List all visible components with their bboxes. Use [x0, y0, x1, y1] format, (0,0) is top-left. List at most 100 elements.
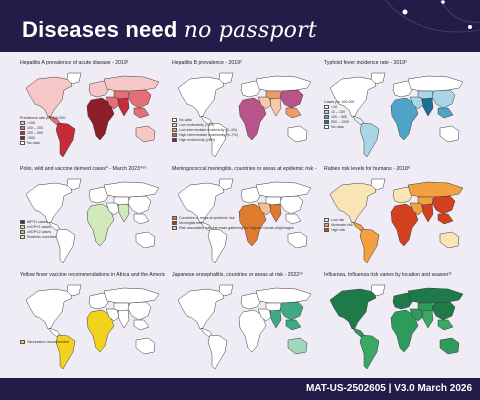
legend-label: <100	[27, 121, 36, 125]
legend-swatch	[324, 115, 329, 119]
map-region-gl	[66, 284, 82, 297]
map-region-au	[135, 231, 156, 249]
map-region-sea	[437, 107, 454, 119]
map-region-sas	[269, 309, 282, 329]
legend-item: 100 – 500	[324, 115, 354, 120]
map-region-ea	[127, 89, 152, 109]
map-legend: Vaccination recommended	[20, 340, 69, 345]
legend-label: 10 – 100	[331, 110, 345, 114]
legend-label: Endemic countries	[27, 235, 57, 239]
map-region-sas	[421, 97, 434, 117]
legend-swatch	[20, 131, 25, 135]
legend-swatch	[20, 235, 25, 239]
map-region-sa	[359, 334, 380, 370]
legend-swatch	[172, 123, 177, 127]
legend-label: 200 – 500	[27, 131, 43, 135]
document-code: MAT-US-2502605 | V3.0 March 2026	[305, 383, 472, 394]
legend-item: cVDPV2 cases	[20, 230, 57, 235]
legend-swatch	[324, 228, 329, 232]
legend-swatch	[172, 128, 177, 132]
map-region-au	[439, 231, 460, 249]
world-map	[25, 284, 160, 370]
map-panel-polio: Polio, wild and vaccine derived cases* -…	[18, 166, 165, 271]
legend-swatch	[324, 105, 329, 109]
legend-item: <10	[324, 105, 354, 110]
map-legend: Low risk Moderate risk High risk	[324, 218, 353, 233]
legend-item: High intermediate endemicity (5–7%)	[172, 133, 238, 138]
legend-swatch	[20, 230, 25, 234]
map-region-ru	[407, 181, 464, 198]
map-region-sa	[55, 228, 76, 264]
legend-item: 200 – 500	[20, 131, 65, 136]
legend-item: <100	[20, 121, 65, 126]
map-region-sas	[269, 203, 282, 223]
map-region-au	[287, 231, 308, 249]
legend-item: Low intermediate endemicity (2–4%)	[172, 128, 238, 133]
map-region-ru	[103, 287, 160, 304]
map-region-au	[439, 337, 460, 355]
legend-item: Low risk	[324, 218, 353, 223]
map-region-na	[177, 288, 225, 330]
map-region-au	[135, 337, 156, 355]
world-map	[329, 284, 464, 370]
legend-label: <10	[331, 105, 338, 109]
legend-label: Vaccination recommended	[27, 340, 70, 344]
legend-label: No data	[27, 141, 40, 145]
map-legend: WPV1 cases cVDPV1 cases cVDPV2 cases Endemi…	[20, 220, 57, 240]
map-panel-hepatitis-b: Hepatitis B prevalence - 2019² No data Low…	[170, 60, 317, 165]
map-region-na	[177, 76, 225, 118]
map-region-gl	[218, 284, 234, 297]
legend-label: High risk	[331, 228, 345, 232]
map-region-na	[329, 288, 377, 330]
map-region-gl	[66, 72, 82, 85]
legend-item: Vaccination recommended	[20, 340, 69, 345]
world-map	[25, 72, 160, 158]
map-title: Influenza, Influenza risk varies by loca…	[324, 272, 452, 278]
legend-item: Endemic countries	[20, 235, 57, 240]
map-panel-typhoid: Typhoid fever incidence rate - 2019³ Case…	[322, 60, 469, 165]
map-region-gl	[370, 284, 386, 297]
map-region-sa	[207, 228, 228, 264]
legend-label: Risk associated with the mass gathering …	[179, 226, 294, 230]
legend-item: No data	[20, 141, 65, 146]
legend-label: No data	[179, 118, 192, 122]
map-title: Rabies risk levels for humans - 2018⁸	[324, 166, 411, 172]
map-region-ea	[431, 195, 456, 215]
legend-swatch	[20, 225, 25, 229]
map-panel-hepatitis-a: Hepatitis A prevalence of acute disease …	[18, 60, 165, 165]
legend-swatch	[172, 226, 177, 230]
map-panel-japanese-encephalitis: Japanese encephalitis, countries or area…	[170, 272, 317, 377]
legend-label: >500	[27, 136, 36, 140]
legend-swatch	[172, 138, 177, 142]
legend-swatch	[20, 126, 25, 130]
map-title: Japanese encephalitis, countries or area…	[172, 272, 303, 278]
map-region-na	[25, 288, 73, 330]
legend-label: High intermediate endemicity (5–7%)	[179, 133, 238, 137]
legend-item: No data	[324, 125, 354, 130]
legend-label: High endemicity (≥8%)	[179, 138, 216, 142]
legend-label: WPV1 cases	[27, 220, 48, 224]
legend-item: 100 – 200	[20, 126, 65, 131]
map-region-na	[329, 182, 377, 224]
map-region-sea	[437, 319, 454, 331]
map-region-au	[135, 125, 156, 143]
legend-label: Low intermediate endemicity (2–4%)	[179, 128, 238, 132]
map-region-na	[25, 76, 73, 118]
map-region-na	[25, 182, 73, 224]
map-region-ea	[431, 89, 456, 109]
world-map	[177, 72, 312, 158]
legend-item: 500 – 1000	[324, 120, 354, 125]
map-region-ea	[127, 301, 152, 321]
legend-swatch	[20, 136, 25, 140]
map-region-ru	[407, 287, 464, 304]
map-region-na	[177, 182, 225, 224]
legend-item: Countries or areas at epidemic risk	[172, 216, 294, 221]
legend-swatch	[172, 216, 177, 220]
map-region-ru	[407, 75, 464, 92]
map-title: Yellow fever vaccine recommendations in …	[20, 272, 165, 278]
map-region-na	[329, 76, 377, 118]
map-region-ru	[103, 181, 160, 198]
map-region-ru	[103, 75, 160, 92]
world-map	[177, 178, 312, 264]
map-region-au	[287, 125, 308, 143]
